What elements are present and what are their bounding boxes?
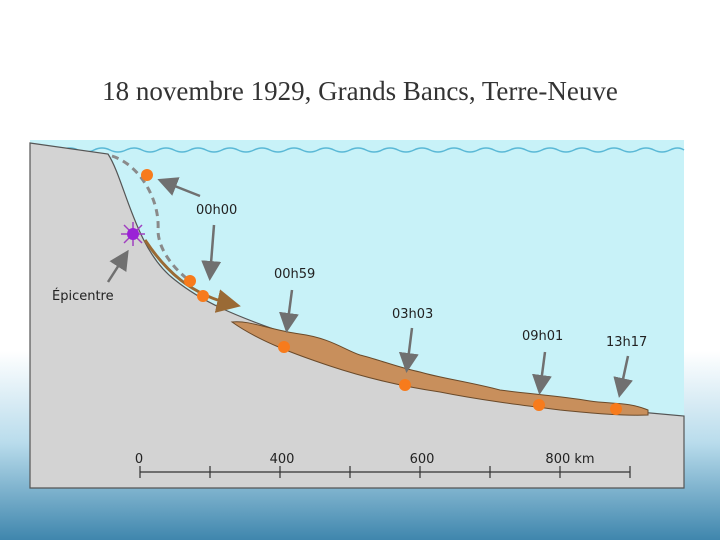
- turbidite: [230, 321, 649, 416]
- positions: [141, 169, 622, 415]
- arrows: [106, 177, 633, 398]
- epicenter-star: [121, 222, 145, 246]
- epicenter-label: Épicentre: [52, 288, 114, 304]
- time-label: 00h00: [196, 203, 237, 218]
- scale-label: 0: [135, 452, 143, 467]
- slide-title: 18 novembre 1929, Grands Bancs, Terre-Ne…: [102, 76, 618, 106]
- scale-label: 600: [410, 452, 435, 467]
- slide-path: [111, 154, 191, 283]
- scale-label: 400: [270, 452, 295, 467]
- time-label: 00h59: [274, 267, 315, 282]
- time-label: 09h01: [522, 329, 563, 344]
- scale-label: 800 km: [545, 452, 594, 467]
- scale-bar: [139, 466, 631, 478]
- sea-surface: [29, 147, 685, 153]
- time-label: 13h17: [606, 335, 647, 350]
- diagram: 00h00 00h59 03h03 09h01 13h17 Épicentre …: [29, 140, 685, 489]
- time-label: 03h03: [392, 307, 433, 322]
- flow-arrow: [143, 239, 241, 313]
